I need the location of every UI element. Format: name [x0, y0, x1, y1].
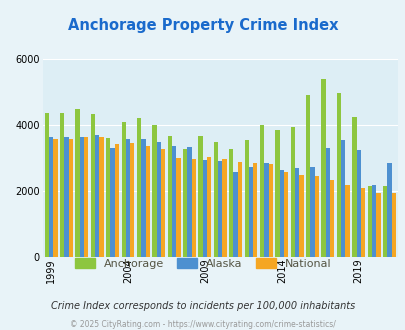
Bar: [244, 140, 248, 257]
Bar: [130, 143, 134, 257]
Bar: [222, 159, 226, 257]
Bar: [49, 137, 53, 257]
Bar: [176, 158, 180, 257]
Bar: [351, 117, 356, 257]
Bar: [183, 149, 187, 257]
Bar: [198, 136, 202, 257]
Bar: [207, 157, 211, 257]
Bar: [309, 167, 314, 257]
Bar: [202, 160, 207, 257]
Bar: [136, 118, 141, 257]
Bar: [95, 135, 99, 257]
Text: Crime Index corresponds to incidents per 100,000 inhabitants: Crime Index corresponds to incidents per…: [51, 301, 354, 311]
Bar: [305, 95, 309, 257]
Text: © 2025 CityRating.com - https://www.cityrating.com/crime-statistics/: © 2025 CityRating.com - https://www.city…: [70, 319, 335, 329]
Bar: [68, 139, 73, 257]
Bar: [275, 130, 279, 257]
Bar: [237, 162, 241, 257]
Bar: [340, 140, 345, 257]
Bar: [160, 149, 165, 257]
Bar: [259, 125, 264, 257]
Bar: [336, 93, 340, 257]
Bar: [217, 161, 222, 257]
Bar: [167, 136, 172, 257]
Bar: [360, 188, 364, 257]
Bar: [228, 149, 233, 257]
Bar: [356, 150, 360, 257]
Bar: [345, 185, 349, 257]
Bar: [106, 138, 110, 257]
Bar: [121, 122, 126, 257]
Bar: [191, 159, 196, 257]
Bar: [79, 137, 84, 257]
Bar: [325, 148, 329, 257]
Bar: [314, 176, 318, 257]
Bar: [367, 186, 371, 257]
Bar: [294, 168, 298, 257]
Bar: [126, 139, 130, 257]
Bar: [156, 142, 160, 257]
Bar: [321, 79, 325, 257]
Bar: [172, 146, 176, 257]
Bar: [390, 193, 395, 257]
Bar: [386, 163, 390, 257]
Bar: [283, 172, 288, 257]
Bar: [371, 185, 375, 257]
Text: Anchorage Property Crime Index: Anchorage Property Crime Index: [68, 18, 337, 33]
Bar: [53, 139, 58, 257]
Bar: [145, 146, 149, 257]
Bar: [141, 139, 145, 257]
Bar: [253, 163, 257, 257]
Bar: [75, 109, 79, 257]
Bar: [115, 144, 119, 257]
Bar: [290, 127, 294, 257]
Bar: [248, 167, 253, 257]
Bar: [213, 142, 217, 257]
Bar: [279, 170, 283, 257]
Bar: [298, 175, 303, 257]
Bar: [152, 125, 156, 257]
Bar: [375, 193, 379, 257]
Bar: [60, 113, 64, 257]
Bar: [110, 148, 115, 257]
Bar: [233, 172, 237, 257]
Bar: [187, 147, 191, 257]
Bar: [99, 137, 103, 257]
Bar: [268, 164, 272, 257]
Bar: [264, 163, 268, 257]
Bar: [91, 114, 95, 257]
Bar: [329, 180, 334, 257]
Bar: [84, 137, 88, 257]
Legend: Anchorage, Alaska, National: Anchorage, Alaska, National: [70, 254, 335, 273]
Bar: [64, 137, 68, 257]
Bar: [45, 113, 49, 257]
Bar: [382, 186, 386, 257]
